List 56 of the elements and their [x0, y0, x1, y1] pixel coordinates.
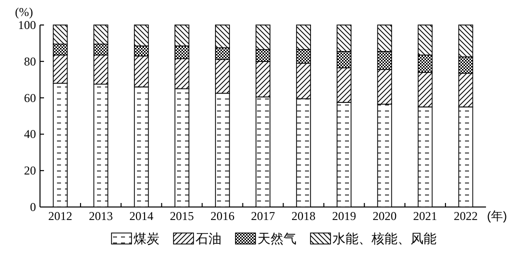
bar	[52, 24, 68, 45]
bar	[336, 67, 352, 103]
bar	[134, 56, 149, 88]
legend-label: 水能、核能、风能	[332, 231, 436, 246]
bar	[458, 24, 474, 58]
x-tick-label: 2019	[332, 209, 356, 223]
bar	[52, 54, 68, 84]
legend-label: 石油	[196, 231, 222, 246]
bar	[52, 44, 68, 56]
x-tick-label: 2014	[129, 209, 154, 223]
bar	[296, 24, 311, 50]
y-tick-label: 80	[24, 54, 36, 68]
x-tick-label: 2020	[372, 209, 397, 223]
bar	[418, 72, 433, 108]
x-tick-label: 2021	[413, 209, 438, 223]
y-axis-title: (%)	[15, 5, 33, 19]
x-tick-label: 2013	[88, 209, 113, 223]
legend-label: 煤炭	[134, 231, 160, 246]
y-tick-label: 0	[30, 200, 36, 214]
bar	[418, 24, 433, 56]
bar	[296, 49, 311, 64]
x-tick-label: 2016	[210, 209, 234, 223]
bar	[174, 58, 190, 90]
x-tick-label: 2017	[251, 209, 275, 223]
bar	[215, 59, 230, 94]
bar	[377, 24, 392, 52]
bar	[174, 24, 190, 46]
bar	[215, 24, 230, 48]
x-tick-label: 2022	[454, 209, 478, 223]
y-tick-label: 100	[18, 18, 36, 32]
x-axis-title: (年)	[487, 209, 507, 223]
y-tick-label: 20	[24, 164, 36, 178]
y-tick-label: 60	[24, 90, 36, 105]
legend-label: 天然气	[258, 231, 296, 246]
bar	[377, 69, 392, 105]
bar	[134, 46, 149, 56]
bar	[458, 72, 474, 108]
bar	[256, 61, 270, 98]
bar	[336, 50, 352, 68]
y-tick-label: 40	[24, 127, 36, 142]
bar	[296, 62, 311, 100]
x-tick-label: 2018	[292, 209, 316, 223]
x-tick-label: 2015	[170, 209, 194, 223]
bar	[93, 54, 108, 85]
bar	[174, 46, 190, 60]
x-tick-label: 2012	[48, 209, 72, 223]
bar	[93, 44, 108, 56]
bar	[336, 24, 352, 52]
bar	[458, 56, 474, 74]
bar	[256, 49, 270, 62]
bar	[418, 54, 433, 73]
bar	[134, 24, 149, 46]
bar	[377, 50, 392, 70]
bar	[256, 24, 270, 50]
bar	[215, 47, 230, 60]
bar	[93, 24, 108, 45]
